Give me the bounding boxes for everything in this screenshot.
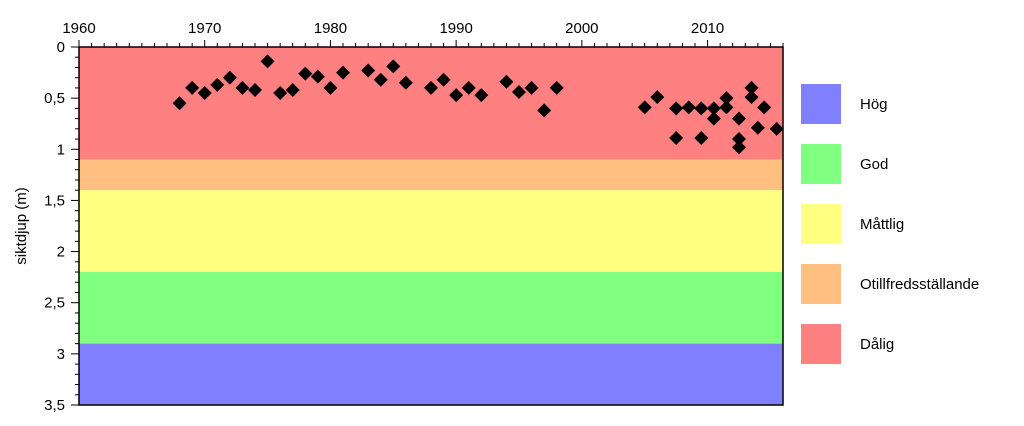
data-point xyxy=(719,91,734,106)
data-point xyxy=(222,70,237,85)
y-axis-label: siktdjup (m) xyxy=(13,187,30,265)
band-mattlig xyxy=(79,190,783,273)
data-point xyxy=(732,140,746,155)
data-point xyxy=(744,90,759,105)
data-point xyxy=(769,121,784,136)
data-point xyxy=(461,80,476,95)
data-point xyxy=(398,75,413,90)
data-point xyxy=(719,100,734,115)
y-tick-label: 2,5 xyxy=(44,295,65,312)
y-tick-label: 1 xyxy=(57,141,65,158)
legend-label-otillfredsstallande: Otillfredsställande xyxy=(860,275,980,293)
data-point xyxy=(637,100,652,115)
data-point xyxy=(235,80,250,95)
data-point xyxy=(197,86,212,101)
legend-item-otillfredsstallande: Otillfredsställande xyxy=(801,264,979,304)
data-point xyxy=(436,72,451,87)
legend-swatch-mattlig xyxy=(801,204,841,244)
y-tick-label: 1,5 xyxy=(44,192,65,209)
y-tick-label: 3,5 xyxy=(44,397,65,414)
data-point xyxy=(285,82,300,97)
y-tick-label: 2 xyxy=(57,244,65,261)
data-point xyxy=(172,96,187,111)
y-tick-label: 0,5 xyxy=(44,90,65,107)
legend-swatch-dalig xyxy=(801,324,841,364)
data-point xyxy=(681,100,696,115)
data-point xyxy=(732,111,746,126)
data-point xyxy=(750,120,765,135)
data-point xyxy=(210,77,225,92)
data-point xyxy=(732,132,746,147)
x-tick-label: 1960 xyxy=(62,20,95,37)
y-tick-label: 3 xyxy=(57,346,65,363)
data-point xyxy=(549,80,564,95)
data-point xyxy=(474,88,489,103)
band-otillfredsstallande xyxy=(79,159,783,191)
band-dalig xyxy=(79,47,783,160)
data-point xyxy=(537,103,552,118)
x-axis: 1960 1970 1980 1990 2000 2010 xyxy=(62,20,784,47)
data-point xyxy=(386,59,401,74)
y-tick-label: 0 xyxy=(57,39,65,56)
x-tick-label: 1990 xyxy=(439,20,472,37)
legend-label-god: God xyxy=(860,155,889,173)
data-point xyxy=(757,100,772,115)
data-point xyxy=(310,69,325,84)
legend-item-dalig: Dålig xyxy=(801,324,894,364)
data-point xyxy=(744,80,759,95)
data-point xyxy=(669,101,684,116)
data-point xyxy=(694,131,709,146)
data-point xyxy=(524,80,539,95)
legend-label-dalig: Dålig xyxy=(860,335,895,353)
legend-item-hog: Hög xyxy=(801,84,888,124)
legend-item-mattlig: Måttlig xyxy=(801,204,904,244)
legend-label-mattlig: Måttlig xyxy=(860,215,905,233)
data-point xyxy=(706,101,721,116)
x-tick-label: 2010 xyxy=(691,20,724,37)
x-tick-label: 1980 xyxy=(314,20,347,37)
data-point xyxy=(512,85,526,100)
data-points xyxy=(172,54,784,155)
band-hog xyxy=(79,343,783,405)
data-point xyxy=(273,86,288,101)
legend-swatch-otillfredsstallande xyxy=(801,264,841,304)
data-point xyxy=(336,65,350,80)
x-tick-label: 2000 xyxy=(565,20,598,37)
data-point xyxy=(373,72,388,87)
data-point xyxy=(323,80,338,95)
data-point xyxy=(449,88,464,103)
legend-item-god: God xyxy=(801,144,888,184)
y-axis: 0 0,5 1 1,5 2 2,5 3 3,5 xyxy=(44,39,79,414)
data-point xyxy=(650,90,665,105)
data-point xyxy=(424,80,438,95)
data-point xyxy=(669,131,684,146)
data-point xyxy=(298,66,313,81)
data-point xyxy=(185,80,200,95)
x-tick-label: 1970 xyxy=(188,20,221,37)
legend-swatch-god xyxy=(801,144,841,184)
legend-label-hog: Hög xyxy=(860,95,888,113)
data-point xyxy=(499,74,514,89)
legend-swatch-hog xyxy=(801,84,841,124)
data-point xyxy=(361,63,376,78)
band-god xyxy=(79,272,783,344)
data-point xyxy=(248,82,262,97)
data-point xyxy=(706,111,721,126)
status-bands xyxy=(79,47,783,405)
data-point xyxy=(694,101,709,116)
data-point xyxy=(260,54,275,69)
